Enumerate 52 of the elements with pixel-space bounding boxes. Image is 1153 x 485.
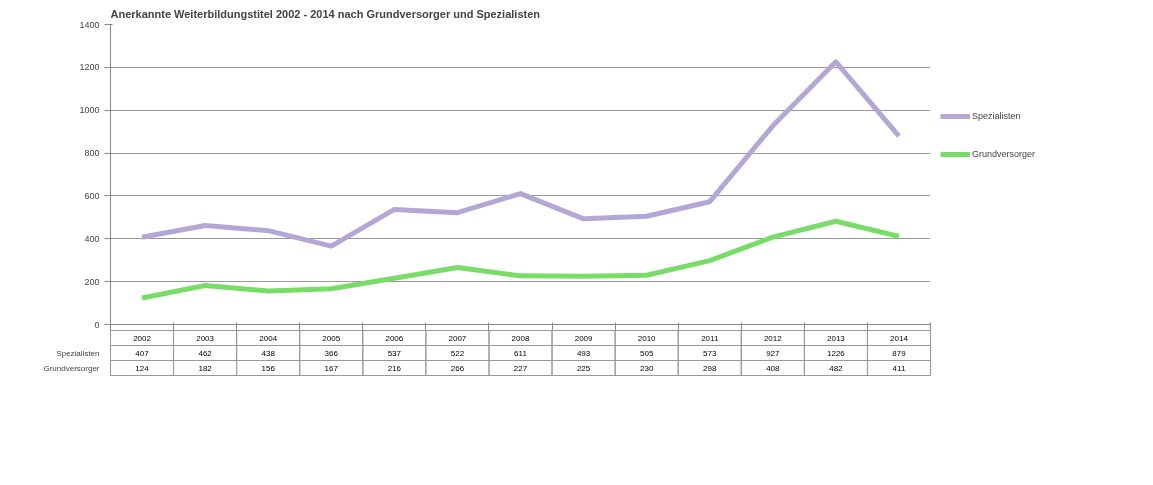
- x-tick-label: 2013: [826, 333, 846, 343]
- data-label: 182: [198, 363, 213, 373]
- data-label: 493: [576, 348, 591, 358]
- data-label: 408: [766, 363, 781, 373]
- x-tick-label: 2009: [574, 333, 594, 343]
- text: Grundversorger: [43, 363, 100, 373]
- data-label: 879: [892, 348, 907, 358]
- data-label: 156: [261, 363, 276, 373]
- data-label: 611: [514, 348, 528, 358]
- data-label: 167: [324, 363, 339, 373]
- data-label: 1226: [826, 348, 846, 358]
- data-label: 230: [639, 363, 654, 373]
- data-label: 225: [576, 363, 591, 373]
- chart-title: Anerkannte Weiterbildungstitel 2002 - 2014 nach Grundversorger und Spezialisten: [110, 7, 541, 20]
- x-tick-label: 2008: [511, 333, 530, 343]
- data-label: 482: [829, 363, 844, 373]
- x-tick-label: 2011: [701, 333, 719, 343]
- x-tick-label: 2002: [133, 333, 152, 343]
- data-label: 537: [387, 348, 402, 358]
- data-label: 411: [892, 363, 906, 373]
- data-label: 216: [387, 363, 402, 373]
- data-label: 522: [450, 348, 465, 358]
- x-tick-label: 2014: [890, 333, 909, 343]
- data-label: 927: [766, 348, 781, 358]
- data-label: 438: [261, 348, 276, 358]
- data-label: 366: [324, 348, 339, 358]
- y-tick-label: 1000: [79, 105, 100, 116]
- data-label: 227: [513, 363, 528, 373]
- y-tick-label: 1400: [79, 19, 100, 30]
- x-tick-label: 2012: [763, 333, 783, 343]
- data-label: 407: [135, 348, 150, 358]
- legend-label: Grundversorger: [972, 149, 1036, 159]
- x-tick-label: 2004: [259, 333, 278, 343]
- y-tick-label: 1200: [79, 62, 100, 73]
- x-tick-label: 2003: [196, 333, 215, 343]
- legend-label: Spezialisten: [972, 111, 1021, 121]
- data-label: 462: [198, 348, 213, 358]
- text: Spezialisten: [56, 348, 100, 358]
- x-tick-label: 2007: [448, 333, 467, 343]
- y-tick-label: 600: [84, 190, 100, 201]
- x-tick-label: 2010: [637, 333, 657, 343]
- data-label: 298: [703, 363, 717, 373]
- x-tick-label: 2006: [385, 333, 404, 343]
- y-tick-label: 400: [84, 233, 100, 244]
- x-tick-label: 2005: [322, 333, 341, 343]
- y-tick-label: 200: [84, 276, 100, 287]
- data-label: 124: [135, 363, 150, 373]
- data-label: 266: [450, 363, 465, 373]
- y-tick-label: 800: [84, 148, 100, 159]
- data-label: 505: [639, 348, 654, 358]
- data-label: 573: [703, 348, 717, 358]
- y-tick-label: 0: [94, 319, 100, 330]
